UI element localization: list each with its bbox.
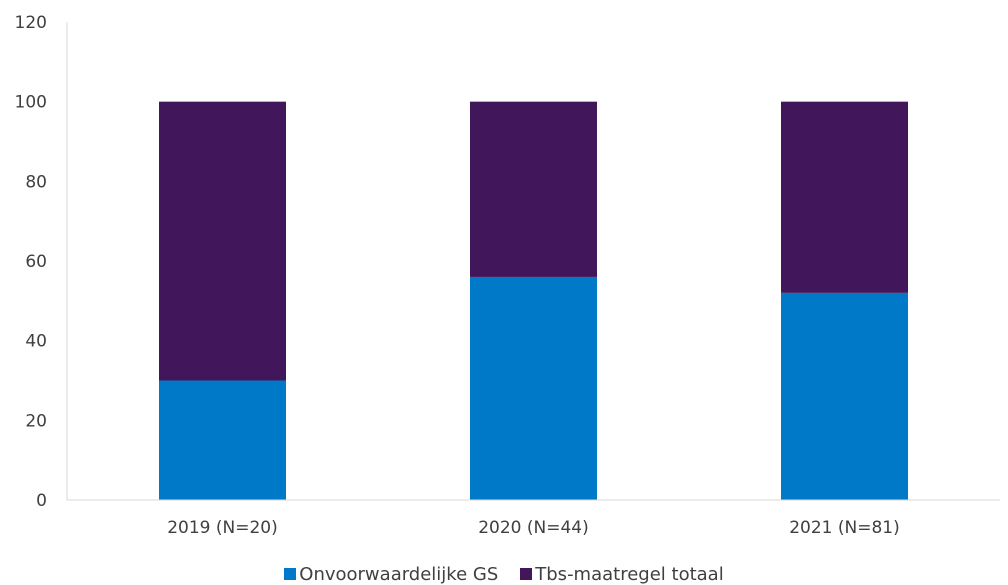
- legend-label-onvoorwaardelijke-gs: Onvoorwaardelijke GS: [299, 563, 499, 585]
- legend: Onvoorwaardelijke GS Tbs-maatregel totaa…: [0, 563, 1008, 585]
- bar-tbs-maatregel-totaal-2: [470, 101, 597, 277]
- bar-tbs-maatregel-totaal-1: [159, 101, 286, 381]
- y-tick-label: 40: [25, 332, 47, 352]
- x-tick-label: 2019 (N=20): [167, 518, 278, 538]
- y-axis: 0 20 40 60 80 100 120: [15, 13, 68, 511]
- legend-label-tbs-maatregel-totaal: Tbs-maatregel totaal: [535, 563, 724, 585]
- legend-swatch-onvoorwaardelijke-gs: [284, 568, 297, 580]
- bar-onvoorwaardelijke-gs-3: [781, 292, 908, 500]
- x-tick-label: 2021 (N=81): [789, 518, 900, 538]
- legend-item-onvoorwaardelijke-gs: Onvoorwaardelijke GS: [284, 563, 498, 585]
- x-tick-label: 2020 (N=44): [478, 518, 589, 538]
- x-axis: 2019 (N=20) 2020 (N=44) 2021 (N=81): [67, 499, 1000, 538]
- bar-tbs-maatregel-totaal-3: [781, 101, 908, 293]
- bars: [159, 101, 908, 500]
- y-tick-label: 60: [25, 252, 47, 272]
- bar-onvoorwaardelijke-gs-2: [470, 276, 597, 500]
- legend-swatch-tbs-maatregel-totaal: [520, 568, 533, 580]
- y-tick-label: 100: [15, 93, 47, 113]
- y-tick-label: 0: [36, 491, 47, 511]
- y-tick-label: 20: [25, 411, 47, 431]
- legend-item-tbs-maatregel-totaal: Tbs-maatregel totaal: [520, 563, 724, 585]
- bar-onvoorwaardelijke-gs-1: [159, 380, 286, 500]
- y-tick-label: 80: [25, 172, 47, 192]
- y-tick-label: 120: [15, 13, 47, 33]
